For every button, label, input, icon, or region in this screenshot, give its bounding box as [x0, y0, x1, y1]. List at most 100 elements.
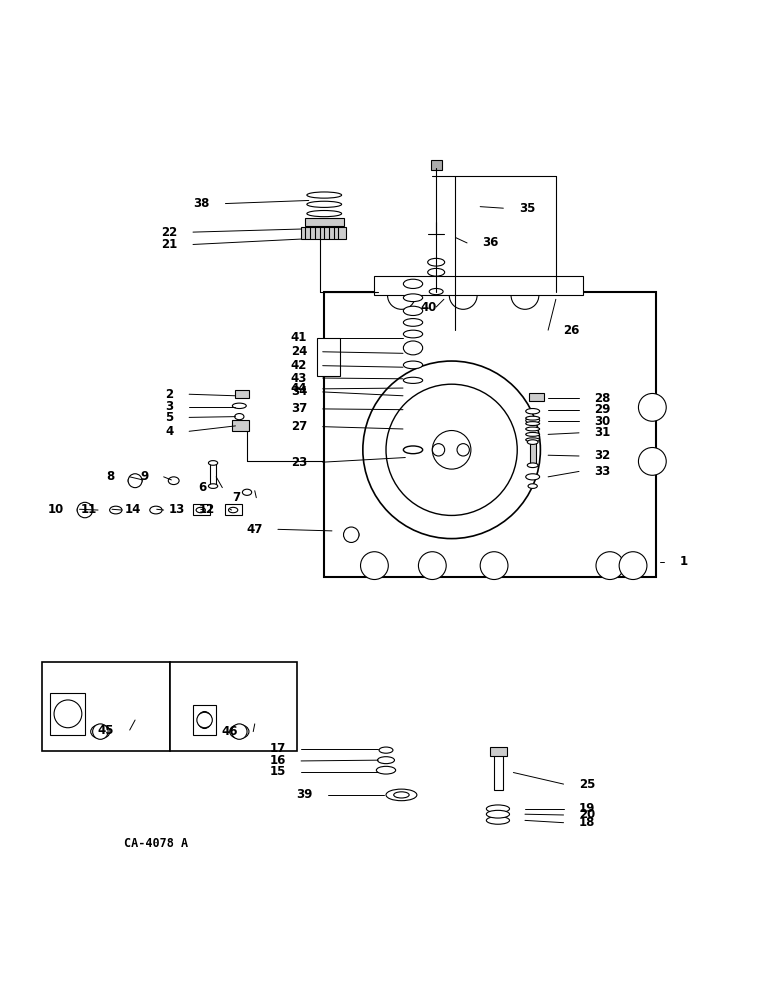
Ellipse shape: [306, 220, 341, 226]
Ellipse shape: [235, 414, 244, 420]
Ellipse shape: [306, 192, 341, 198]
Circle shape: [511, 282, 539, 309]
Circle shape: [232, 724, 247, 739]
Ellipse shape: [196, 507, 205, 513]
Ellipse shape: [526, 427, 540, 431]
Bar: [490, 747, 507, 756]
Text: 10: 10: [48, 503, 64, 516]
Circle shape: [432, 431, 471, 469]
Text: 6: 6: [198, 481, 207, 494]
Circle shape: [386, 384, 517, 515]
Text: 29: 29: [594, 403, 611, 416]
Ellipse shape: [386, 789, 417, 801]
Text: 41: 41: [291, 331, 307, 344]
Text: 4: 4: [165, 425, 174, 438]
Text: 24: 24: [291, 345, 307, 358]
Ellipse shape: [232, 403, 246, 409]
Circle shape: [197, 712, 212, 728]
Text: 18: 18: [579, 816, 595, 829]
Text: 38: 38: [194, 197, 210, 210]
Ellipse shape: [526, 432, 540, 436]
Ellipse shape: [404, 330, 423, 338]
Ellipse shape: [526, 438, 540, 442]
Text: 26: 26: [564, 324, 580, 337]
Circle shape: [93, 724, 108, 739]
Ellipse shape: [394, 792, 409, 798]
Circle shape: [361, 552, 388, 580]
Text: 37: 37: [291, 402, 307, 415]
Text: 23: 23: [291, 456, 307, 469]
Text: 9: 9: [140, 470, 148, 483]
Text: 46: 46: [222, 725, 238, 738]
Text: 47: 47: [246, 523, 262, 536]
Ellipse shape: [404, 279, 423, 288]
Text: 31: 31: [594, 426, 611, 439]
Ellipse shape: [242, 489, 252, 495]
Text: 43: 43: [291, 372, 307, 385]
Ellipse shape: [404, 361, 423, 369]
Bar: [225, 504, 242, 515]
Ellipse shape: [527, 463, 538, 468]
Text: 13: 13: [169, 503, 185, 516]
Circle shape: [128, 474, 142, 488]
Text: 40: 40: [421, 301, 437, 314]
Bar: [42, 662, 170, 751]
Bar: [170, 662, 297, 751]
Ellipse shape: [229, 725, 249, 739]
Text: 27: 27: [291, 420, 307, 433]
Ellipse shape: [77, 505, 93, 515]
Circle shape: [638, 393, 666, 421]
Text: CA-4078 A: CA-4078 A: [124, 837, 188, 850]
Text: 22: 22: [161, 226, 178, 239]
Text: 11: 11: [80, 503, 96, 516]
Ellipse shape: [208, 484, 218, 488]
Ellipse shape: [306, 211, 341, 217]
Ellipse shape: [110, 506, 122, 514]
Ellipse shape: [404, 446, 423, 454]
Ellipse shape: [526, 416, 540, 420]
Circle shape: [388, 282, 415, 309]
Text: 3: 3: [165, 400, 174, 413]
Ellipse shape: [128, 476, 142, 485]
Text: 5: 5: [165, 411, 174, 424]
Ellipse shape: [344, 530, 359, 539]
Text: 36: 36: [482, 236, 499, 249]
Bar: [232, 420, 249, 431]
Text: 12: 12: [198, 503, 215, 516]
Bar: [193, 705, 216, 735]
Circle shape: [638, 448, 666, 475]
Ellipse shape: [404, 377, 423, 383]
Text: 32: 32: [594, 449, 611, 462]
Text: 20: 20: [579, 808, 595, 821]
Bar: [494, 755, 503, 790]
Text: 14: 14: [125, 503, 141, 516]
Ellipse shape: [527, 440, 538, 444]
Circle shape: [363, 361, 540, 539]
Ellipse shape: [378, 757, 394, 764]
Text: 25: 25: [579, 778, 595, 791]
Text: 42: 42: [291, 359, 307, 372]
Circle shape: [457, 444, 469, 456]
Circle shape: [418, 552, 446, 580]
Ellipse shape: [526, 409, 540, 414]
Circle shape: [432, 444, 445, 456]
Text: 1: 1: [679, 555, 688, 568]
Ellipse shape: [404, 306, 423, 315]
Ellipse shape: [379, 747, 393, 753]
Ellipse shape: [526, 474, 540, 480]
Ellipse shape: [528, 484, 537, 488]
Circle shape: [596, 552, 624, 580]
Bar: [193, 504, 210, 515]
Ellipse shape: [404, 341, 423, 355]
Circle shape: [480, 552, 508, 580]
Text: 39: 39: [296, 788, 313, 801]
Ellipse shape: [150, 506, 162, 514]
Ellipse shape: [198, 712, 212, 729]
Ellipse shape: [306, 201, 341, 207]
Text: 28: 28: [594, 392, 611, 405]
Text: 19: 19: [579, 802, 595, 815]
Ellipse shape: [168, 477, 179, 485]
Text: 16: 16: [269, 754, 286, 767]
Ellipse shape: [486, 805, 510, 813]
Bar: [530, 442, 536, 465]
